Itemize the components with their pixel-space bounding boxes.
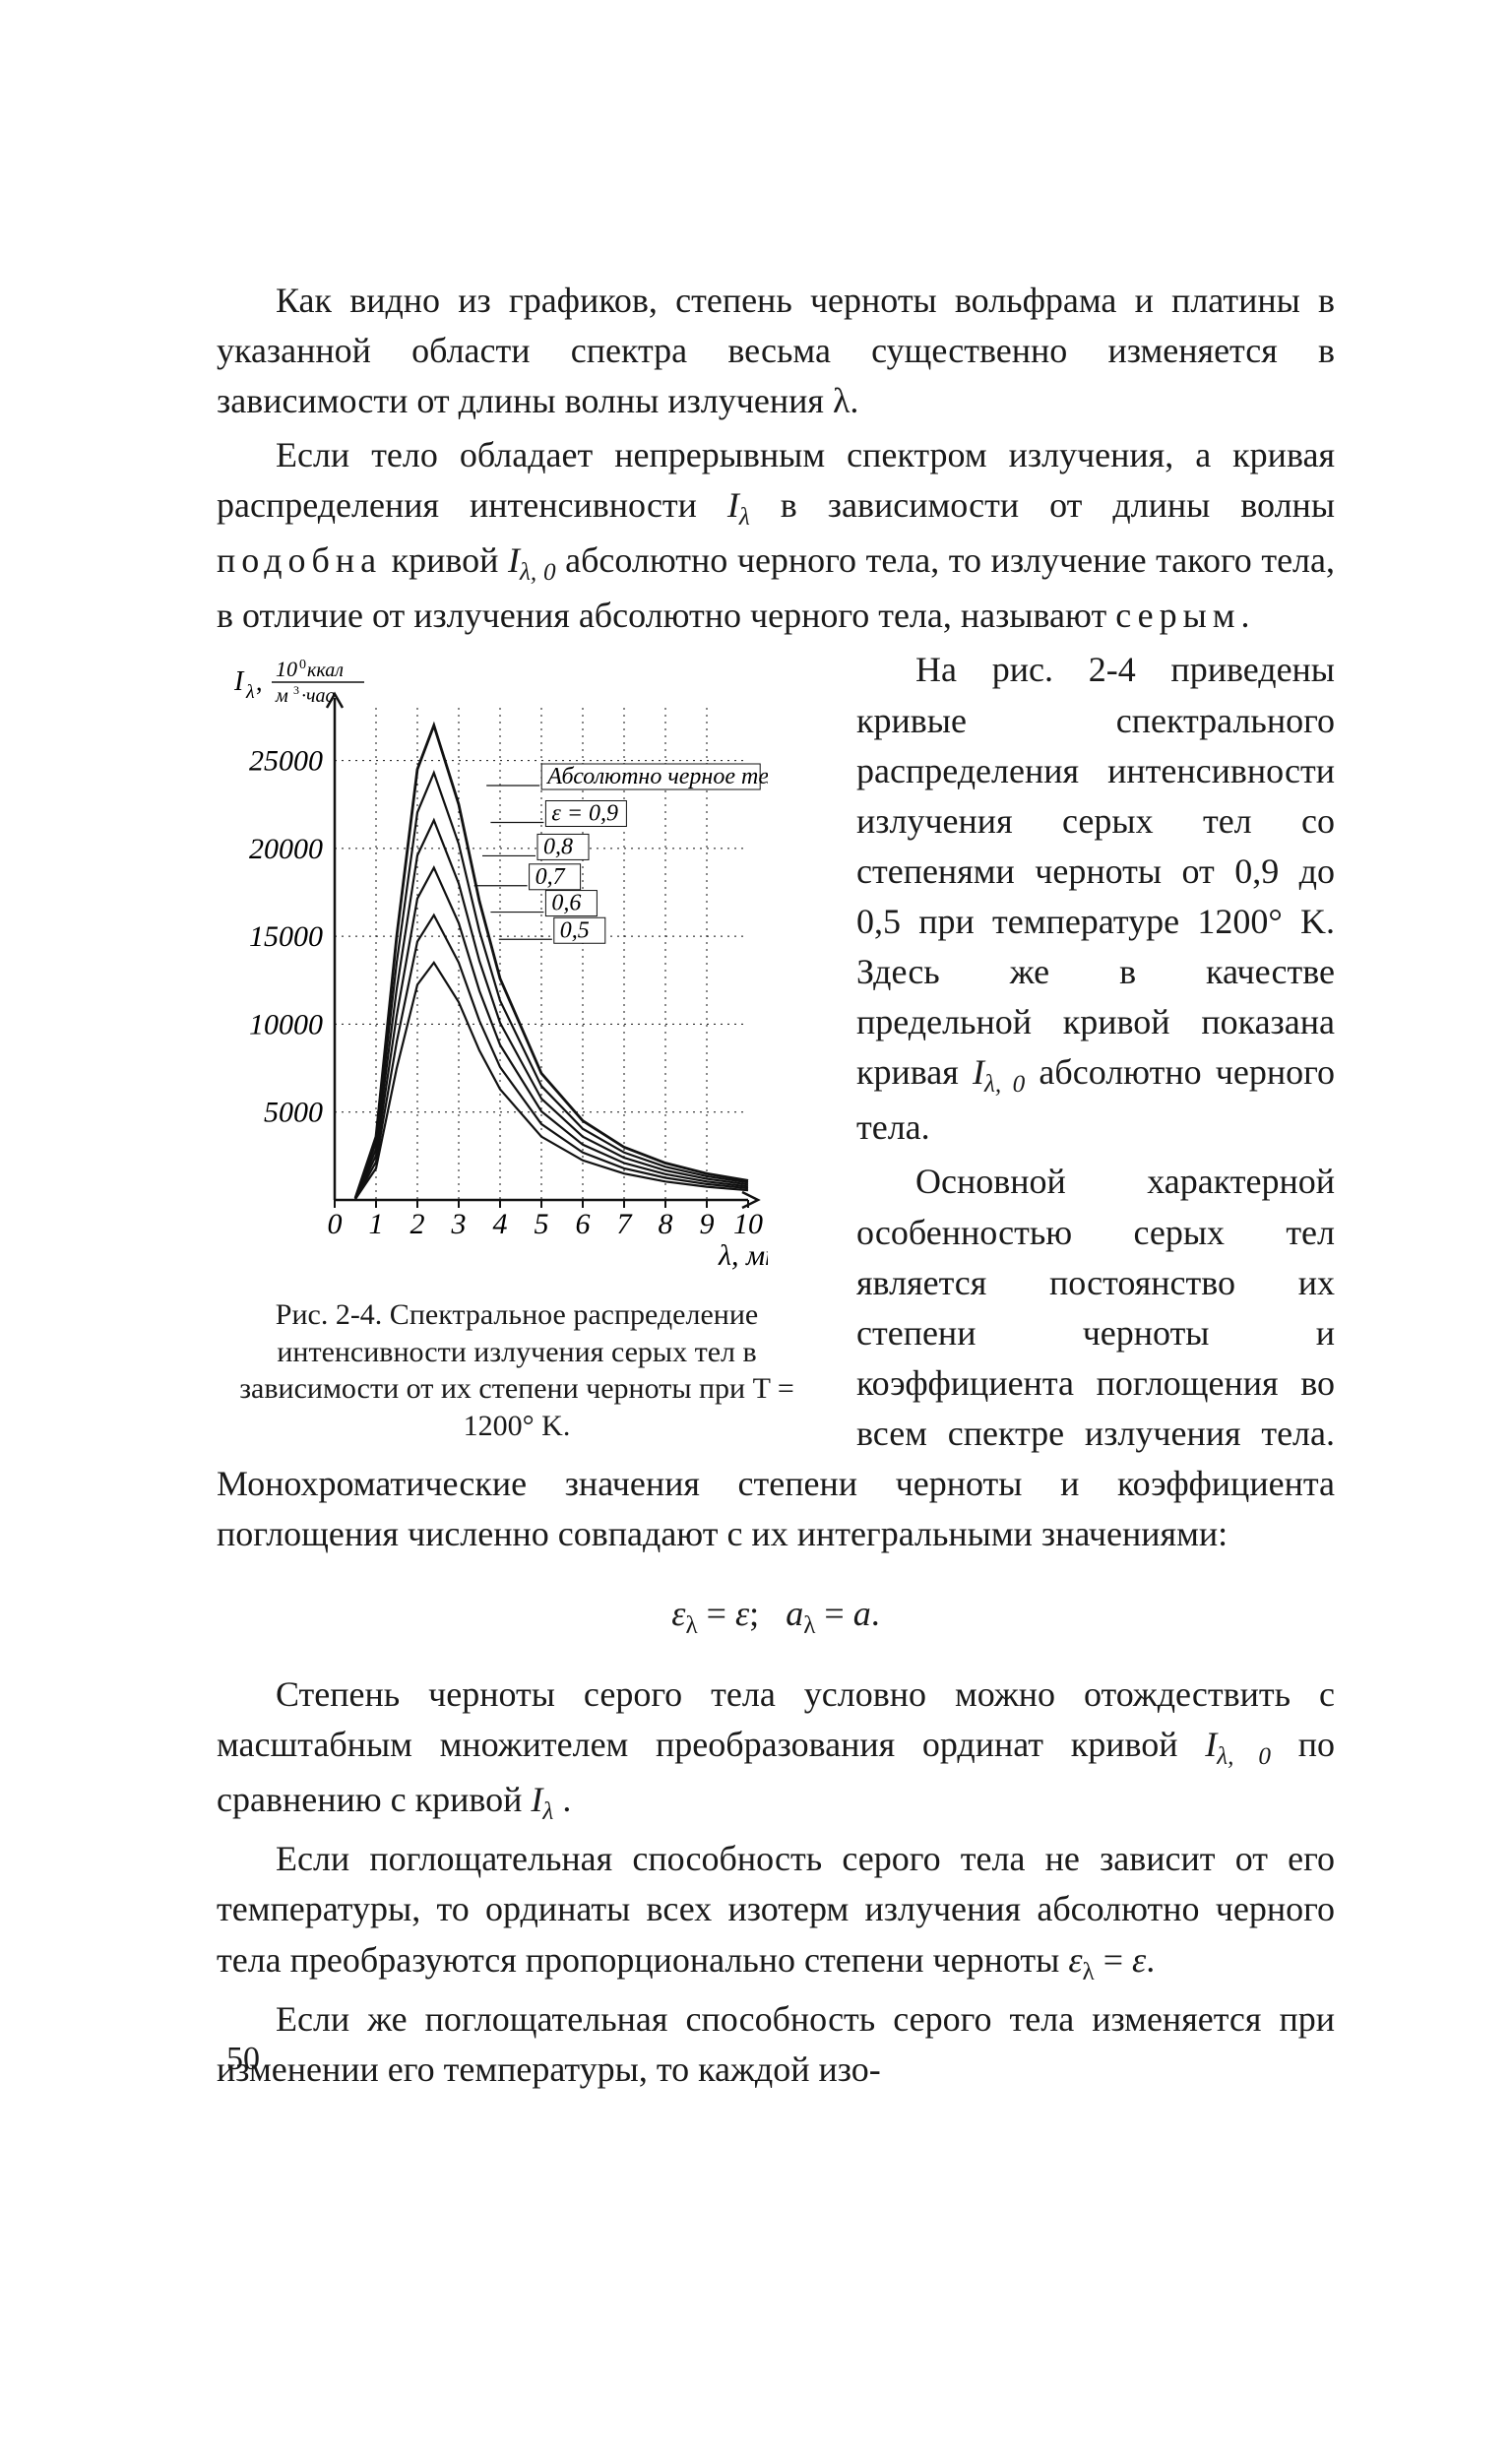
sym-I-lambda: Iλ: [727, 485, 750, 525]
svg-text:0,6: 0,6: [551, 891, 581, 916]
sym-I-lambda0-b: Iλ, 0: [973, 1052, 1025, 1092]
svg-text:20000: 20000: [249, 833, 323, 865]
sym-I-lambda-b: Iλ: [531, 1780, 553, 1819]
svg-text:10: 10: [733, 1208, 763, 1240]
svg-text:3: 3: [451, 1208, 467, 1240]
sym-I-lambda0: Iλ, 0: [508, 540, 556, 580]
svg-text:5: 5: [535, 1208, 549, 1240]
svg-text:м: м: [275, 685, 288, 707]
p5-a: Степень черноты серого тела условно можн…: [217, 1674, 1335, 1764]
svg-text:25000: 25000: [249, 745, 323, 778]
paragraph-2: Если тело обладает непрерывным спектром …: [217, 430, 1335, 641]
p5-c: .: [562, 1780, 571, 1819]
paragraph-6: Если поглощательная способность серого т…: [217, 1834, 1335, 1989]
svg-text:0: 0: [328, 1208, 343, 1240]
svg-text:,: ,: [256, 667, 263, 696]
sym-I-lambda0-c: Iλ, 0: [1205, 1725, 1271, 1764]
p2-spaced-1: подобна: [217, 540, 382, 580]
figure-plot: 500010000150002000025000012345678910Iλ,1…: [217, 649, 768, 1287]
p2-b: в зависимости от длины волны: [781, 485, 1335, 525]
svg-text:I: I: [233, 666, 245, 697]
svg-text:0,5: 0,5: [560, 918, 590, 944]
paragraph-5: Степень черноты серого тела условно можн…: [217, 1670, 1335, 1830]
svg-text:5000: 5000: [264, 1097, 323, 1129]
p3-a: На рис. 2-4 приведены кривые спектрально…: [856, 650, 1335, 1092]
equation-epsilon-a: ελ = ε; aλ = a.: [217, 1589, 1335, 1644]
svg-text:·час: ·час: [301, 685, 335, 707]
p2-spaced-2: серым.: [1115, 596, 1255, 635]
paragraph-1: Как видно из графиков, степень черноты в…: [217, 276, 1335, 426]
svg-text:10000: 10000: [249, 1009, 323, 1041]
page-root: Как видно из графиков, степень черноты в…: [0, 0, 1512, 2457]
svg-text:λ: λ: [245, 681, 255, 703]
p2-c: кривой: [392, 540, 508, 580]
figure-2-4: 500010000150002000025000012345678910Iλ,1…: [217, 649, 817, 1444]
svg-text:4: 4: [493, 1208, 508, 1240]
svg-text:0,7: 0,7: [536, 864, 566, 890]
svg-text:0,8: 0,8: [543, 835, 573, 860]
svg-text:ккал: ккал: [307, 660, 344, 681]
svg-text:λ, мк: λ, мк: [718, 1239, 768, 1272]
page-number: 50: [226, 2036, 260, 2083]
svg-text:6: 6: [576, 1208, 591, 1240]
figure-caption: Рис. 2-4. Спектральное распределение инт…: [217, 1296, 817, 1444]
svg-text:ε = 0,9: ε = 0,9: [551, 801, 618, 827]
paragraph-7: Если же поглощательная способность серог…: [217, 1994, 1335, 2095]
svg-text:15000: 15000: [249, 921, 323, 954]
svg-text:7: 7: [617, 1208, 634, 1240]
svg-text:8: 8: [659, 1208, 673, 1240]
svg-text:0: 0: [299, 658, 306, 672]
wrap-region: 500010000150002000025000012345678910Iλ,1…: [217, 645, 1335, 1563]
svg-text:2: 2: [410, 1208, 425, 1240]
svg-text:10: 10: [276, 657, 297, 681]
svg-text:Абсолютно черное тело: Абсолютно черное тело: [545, 764, 768, 789]
svg-text:9: 9: [700, 1208, 715, 1240]
svg-text:3: 3: [293, 683, 299, 697]
svg-text:1: 1: [369, 1208, 384, 1240]
